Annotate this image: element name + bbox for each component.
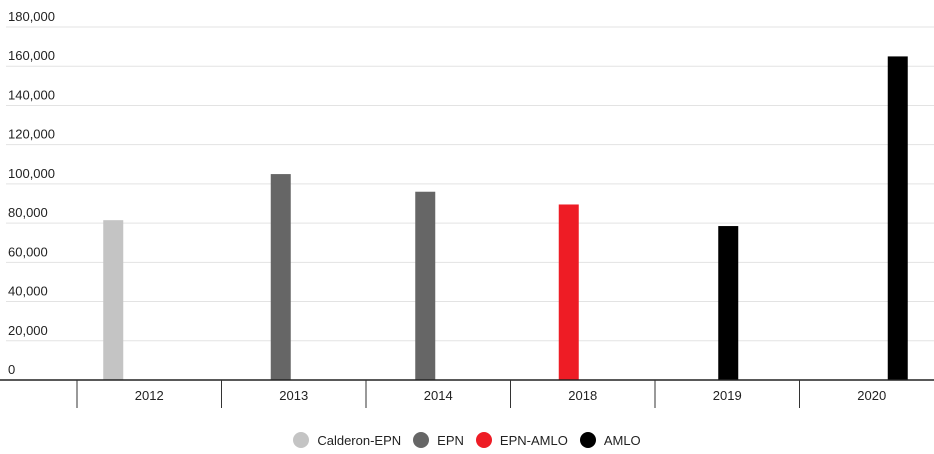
bar-2014	[415, 191, 436, 380]
bar-2012	[103, 220, 124, 380]
bar-2019	[718, 226, 739, 380]
y-tick-label: 140,000	[8, 87, 55, 102]
y-tick-label: 120,000	[8, 127, 55, 142]
legend-swatch-icon	[475, 432, 492, 448]
legend-swatch-icon	[413, 432, 430, 448]
y-tick-label: 20,000	[8, 323, 48, 338]
bar-2018	[558, 204, 579, 380]
x-tick-label: 2019	[713, 388, 742, 403]
legend: Calderon-EPN EPN EPN-AMLO AMLO	[0, 432, 934, 448]
legend-label: EPN	[437, 432, 464, 448]
y-tick-label: 0	[8, 362, 15, 377]
x-tick-label: 2014	[424, 388, 453, 403]
legend-item: EPN-AMLO	[475, 432, 568, 448]
legend-label: AMLO	[603, 432, 641, 448]
y-tick-label: 100,000	[8, 166, 55, 181]
legend-item: Calderon-EPN	[293, 432, 401, 448]
bar-2020	[887, 56, 908, 381]
y-tick-label: 60,000	[8, 244, 48, 259]
grid-lines	[6, 26, 934, 342]
bars	[103, 56, 908, 381]
legend-item: AMLO	[579, 432, 641, 448]
bar-2013	[270, 174, 291, 380]
legend-label: Calderon-EPN	[317, 432, 402, 448]
y-tick-label: 160,000	[8, 48, 55, 63]
y-tick-label: 80,000	[8, 205, 48, 220]
x-tick-label: 2012	[135, 388, 164, 403]
legend-item: EPN	[413, 432, 464, 448]
x-tick-label: 2020	[857, 388, 886, 403]
x-axis: 2012 2013 2014 2018 2019 2020	[0, 379, 934, 408]
y-axis-ticks: 0 20,000 40,000 60,000 80,000 100,000 120,000 1…	[8, 9, 55, 377]
legend-swatch-icon	[579, 432, 596, 448]
y-tick-label: 40,000	[8, 284, 48, 299]
x-tick-label: 2013	[279, 388, 308, 403]
y-tick-label: 180,000	[8, 9, 55, 24]
legend-swatch-icon	[293, 432, 310, 448]
x-tick-label: 2018	[568, 388, 597, 403]
legend-label: EPN-AMLO	[499, 432, 568, 448]
